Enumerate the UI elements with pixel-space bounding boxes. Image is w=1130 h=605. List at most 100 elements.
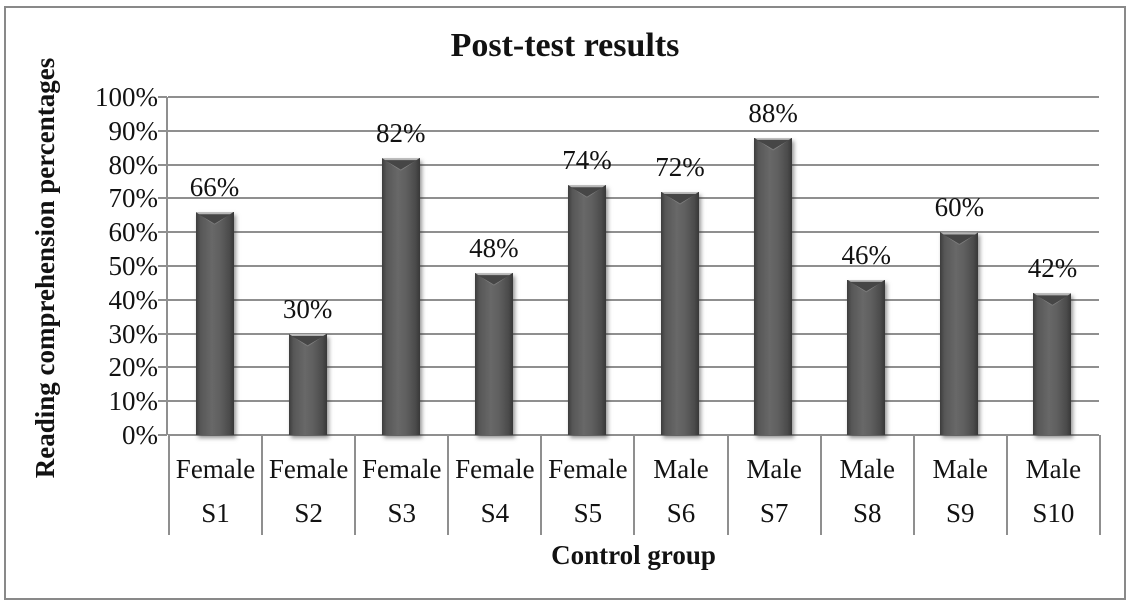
category-group-label: Female xyxy=(455,454,535,484)
category-cell: Female S3 xyxy=(354,435,447,535)
category-cell: Male S6 xyxy=(633,435,726,535)
y-axis-tick xyxy=(158,298,167,301)
y-axis-tick xyxy=(158,434,167,436)
category-student-label: S6 xyxy=(666,498,696,528)
category-student-label: S2 xyxy=(294,498,323,528)
x-axis-title: Control group xyxy=(551,540,716,570)
bar-slot: 72% xyxy=(634,97,727,435)
bar-value-label: 66% xyxy=(189,171,240,202)
gridline xyxy=(168,129,1099,132)
bar xyxy=(474,272,513,435)
y-axis-tick xyxy=(158,231,167,234)
y-axis-tick-label: 90% xyxy=(108,115,159,146)
bar-slot: 82% xyxy=(354,97,447,435)
bar-value-label: 82% xyxy=(375,117,426,148)
y-axis-tick-label: 100% xyxy=(95,82,158,112)
category-group-label: Male xyxy=(746,454,802,484)
y-axis-tick xyxy=(158,400,167,403)
y-axis-tick xyxy=(158,265,167,267)
bar-bevel-shade xyxy=(477,275,511,285)
gridline xyxy=(168,298,1099,301)
gridline xyxy=(168,332,1099,335)
bar xyxy=(661,191,700,435)
bar xyxy=(288,333,327,435)
bar-bevel-shade xyxy=(198,214,231,224)
bar xyxy=(940,232,979,435)
gridline xyxy=(168,163,1099,166)
y-axis-tick xyxy=(158,163,167,166)
bar xyxy=(847,279,886,435)
bar-value-label: 60% xyxy=(934,192,985,223)
category-student-label: S3 xyxy=(387,498,416,528)
category-axis: Female S1 Female S2 Female S3 Female S4 Female S5… xyxy=(168,435,1101,535)
y-axis-tick-label: 80% xyxy=(108,149,159,180)
y-axis-tick-label: 40% xyxy=(108,284,159,315)
bar xyxy=(1033,293,1072,435)
gridline xyxy=(168,400,1099,403)
bar-slot: 60% xyxy=(913,97,1006,435)
bar-slot: 88% xyxy=(727,97,820,435)
category-group-label: Male xyxy=(839,454,895,484)
category-student-label: S5 xyxy=(573,498,603,528)
chart-title: Post-test results xyxy=(450,27,680,64)
y-axis-tick-label: 0% xyxy=(122,420,158,450)
y-axis-tick-label: 60% xyxy=(108,217,159,248)
category-group-label: Female xyxy=(548,454,628,484)
y-axis-tick xyxy=(158,129,167,132)
category-group-label: Male xyxy=(653,454,709,484)
y-axis-line xyxy=(166,97,168,435)
gridline xyxy=(168,197,1099,200)
category-student-label: S8 xyxy=(852,498,882,528)
category-group-label: Female xyxy=(268,454,349,484)
y-axis-tick-label: 70% xyxy=(108,183,159,214)
category-cell: Male S7 xyxy=(726,435,820,535)
bar-slot: 48% xyxy=(447,97,540,435)
category-student-label: S10 xyxy=(1032,498,1075,528)
bar-slot: 30% xyxy=(261,97,354,435)
y-axis-tick xyxy=(158,332,167,335)
category-group-label: Male xyxy=(1025,454,1082,484)
category-cell: Male S10 xyxy=(1005,435,1099,535)
category-group-label: Female xyxy=(175,454,256,484)
category-student-label: S1 xyxy=(201,498,230,528)
bar xyxy=(195,211,234,435)
bar-value-label: 72% xyxy=(655,151,705,182)
y-axis-tick xyxy=(158,366,167,369)
category-group-label: Female xyxy=(361,454,442,484)
bar-bevel-shade xyxy=(384,160,418,170)
category-student-label: S7 xyxy=(759,498,789,528)
category-cell: Male S9 xyxy=(912,435,1006,535)
gridline xyxy=(168,265,1099,267)
bar-slot: 74% xyxy=(540,97,633,435)
bar-value-label: 42% xyxy=(1027,253,1078,284)
bar xyxy=(754,137,793,435)
category-cell: Female S1 xyxy=(168,435,261,535)
bar-value-label: 30% xyxy=(282,293,333,324)
bar-slot: 46% xyxy=(820,97,913,435)
bar-slot: 66% xyxy=(168,97,261,435)
y-axis-tick xyxy=(158,197,167,200)
gridline xyxy=(168,231,1099,234)
bar-bevel-shade xyxy=(570,187,604,197)
bar-bevel-shade xyxy=(943,234,976,244)
bar-value-label: 74% xyxy=(562,144,612,175)
category-cell: Female S4 xyxy=(447,435,540,535)
category-group-label: Male xyxy=(932,454,989,484)
bar xyxy=(381,157,420,435)
bar-value-label: 46% xyxy=(841,239,891,270)
category-cell: Male S8 xyxy=(819,435,913,535)
figure-frame xyxy=(4,6,1126,600)
category-student-label: S9 xyxy=(946,498,975,528)
category-student-label: S4 xyxy=(480,498,510,528)
bar-bevel-shade xyxy=(849,281,883,292)
bar-bevel-shade xyxy=(1036,295,1069,305)
category-cell: Female S2 xyxy=(261,435,354,535)
bar-value-label: 88% xyxy=(748,97,798,128)
y-axis-tick-label: 50% xyxy=(108,251,159,281)
bar xyxy=(567,184,606,435)
gridline xyxy=(168,366,1099,369)
bar-bevel-shade xyxy=(756,139,790,150)
y-axis-tick-label: 10% xyxy=(108,386,159,417)
y-axis-tick-label: 30% xyxy=(108,318,159,349)
